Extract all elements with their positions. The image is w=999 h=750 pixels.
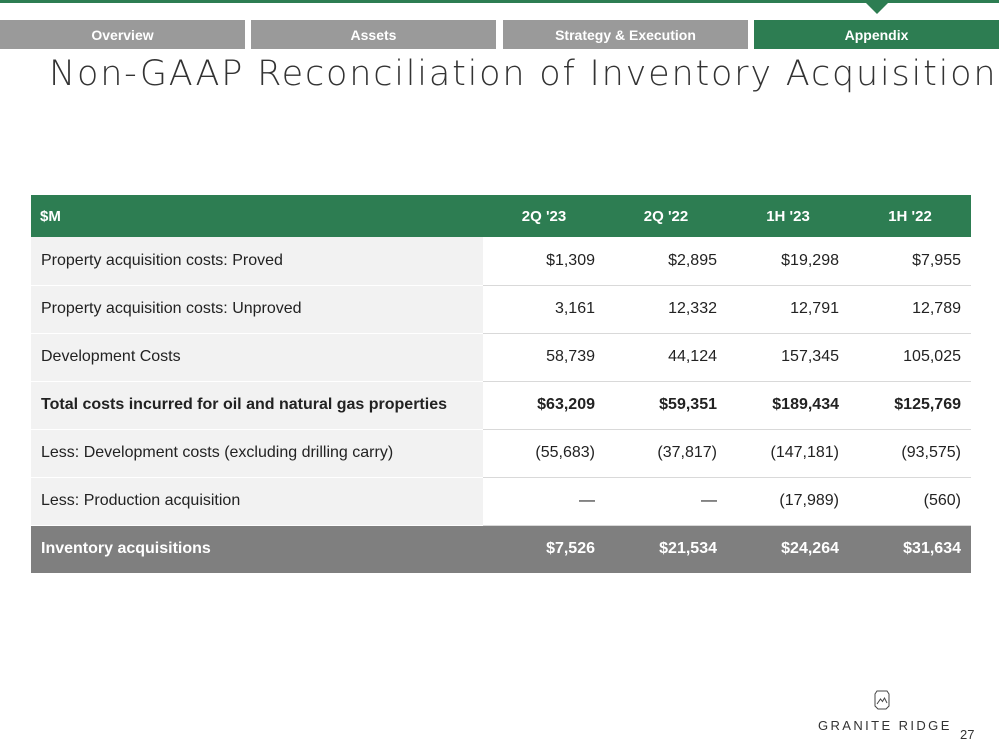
table-row: Development Costs 58,739 44,124 157,345 … (31, 333, 971, 382)
table-cell: 12,789 (849, 285, 971, 334)
table-cell: $2,895 (605, 237, 727, 286)
table-cell: (93,575) (849, 429, 971, 478)
column-header: $M (31, 195, 483, 237)
column-header: 2Q '22 (605, 195, 727, 237)
row-label: Less: Production acquisition (31, 477, 483, 526)
table-cell: (147,181) (727, 429, 849, 478)
reconciliation-table: $M 2Q '23 2Q '22 1H '23 1H '22 Property … (31, 195, 971, 573)
table-cell: — (483, 477, 605, 526)
table-cell: (17,989) (727, 477, 849, 526)
column-header: 2Q '23 (483, 195, 605, 237)
row-label: Inventory acquisitions (31, 525, 483, 573)
table-cell: 157,345 (727, 333, 849, 382)
table-row: Less: Production acquisition — — (17,989… (31, 477, 971, 526)
table-cell: $19,298 (727, 237, 849, 286)
table-cell: (55,683) (483, 429, 605, 478)
table-row: Property acquisition costs: Proved $1,30… (31, 237, 971, 286)
row-label: Total costs incurred for oil and natural… (31, 381, 483, 430)
tab-overview[interactable]: Overview (0, 20, 245, 49)
active-tab-pointer-icon (866, 3, 888, 14)
tab-appendix[interactable]: Appendix (754, 20, 999, 49)
table-row: Property acquisition costs: Unproved 3,1… (31, 285, 971, 334)
table-cell: 3,161 (483, 285, 605, 334)
table-cell: $1,309 (483, 237, 605, 286)
row-label: Property acquisition costs: Proved (31, 237, 483, 286)
tab-strategy-execution[interactable]: Strategy & Execution (503, 20, 748, 49)
table-cell: 12,332 (605, 285, 727, 334)
table-cell: $63,209 (483, 380, 605, 430)
table-row: Less: Development costs (excluding drill… (31, 429, 971, 478)
table-cell: 58,739 (483, 333, 605, 382)
table-cell: — (605, 477, 727, 526)
table-cell: $7,955 (849, 237, 971, 286)
table-header-row: $M 2Q '23 2Q '22 1H '23 1H '22 (31, 195, 971, 237)
total-row: Total costs incurred for oil and natural… (31, 380, 971, 430)
table-cell: $59,351 (605, 380, 727, 430)
page-number: 27 (960, 727, 975, 742)
table-cell: 12,791 (727, 285, 849, 334)
row-label: Development Costs (31, 333, 483, 382)
section-nav: Overview Assets Strategy & Execution App… (0, 20, 999, 49)
summary-row: Inventory acquisitions $7,526 $21,534 $2… (31, 525, 971, 573)
granite-ridge-mountain-icon (874, 690, 890, 710)
table-cell: 105,025 (849, 333, 971, 382)
column-header: 1H '23 (727, 195, 849, 237)
table-cell: $24,264 (727, 525, 849, 573)
table-cell: (37,817) (605, 429, 727, 478)
row-label: Property acquisition costs: Unproved (31, 285, 483, 334)
table-cell: $31,634 (849, 525, 971, 573)
page-title: Non-GAAP Reconciliation of Inventory Acq… (49, 54, 998, 94)
company-logo: GRANITE RIDGE (818, 690, 952, 733)
table-cell: (560) (849, 477, 971, 526)
tab-assets[interactable]: Assets (251, 20, 496, 49)
table-cell: $125,769 (849, 380, 971, 430)
table-cell: $7,526 (483, 525, 605, 573)
row-label: Less: Development costs (excluding drill… (31, 429, 483, 478)
table-cell: 44,124 (605, 333, 727, 382)
table-cell: $21,534 (605, 525, 727, 573)
table-cell: $189,434 (727, 380, 849, 430)
logo-text: GRANITE RIDGE (818, 718, 952, 733)
top-divider-line (0, 0, 999, 3)
column-header: 1H '22 (849, 195, 971, 237)
